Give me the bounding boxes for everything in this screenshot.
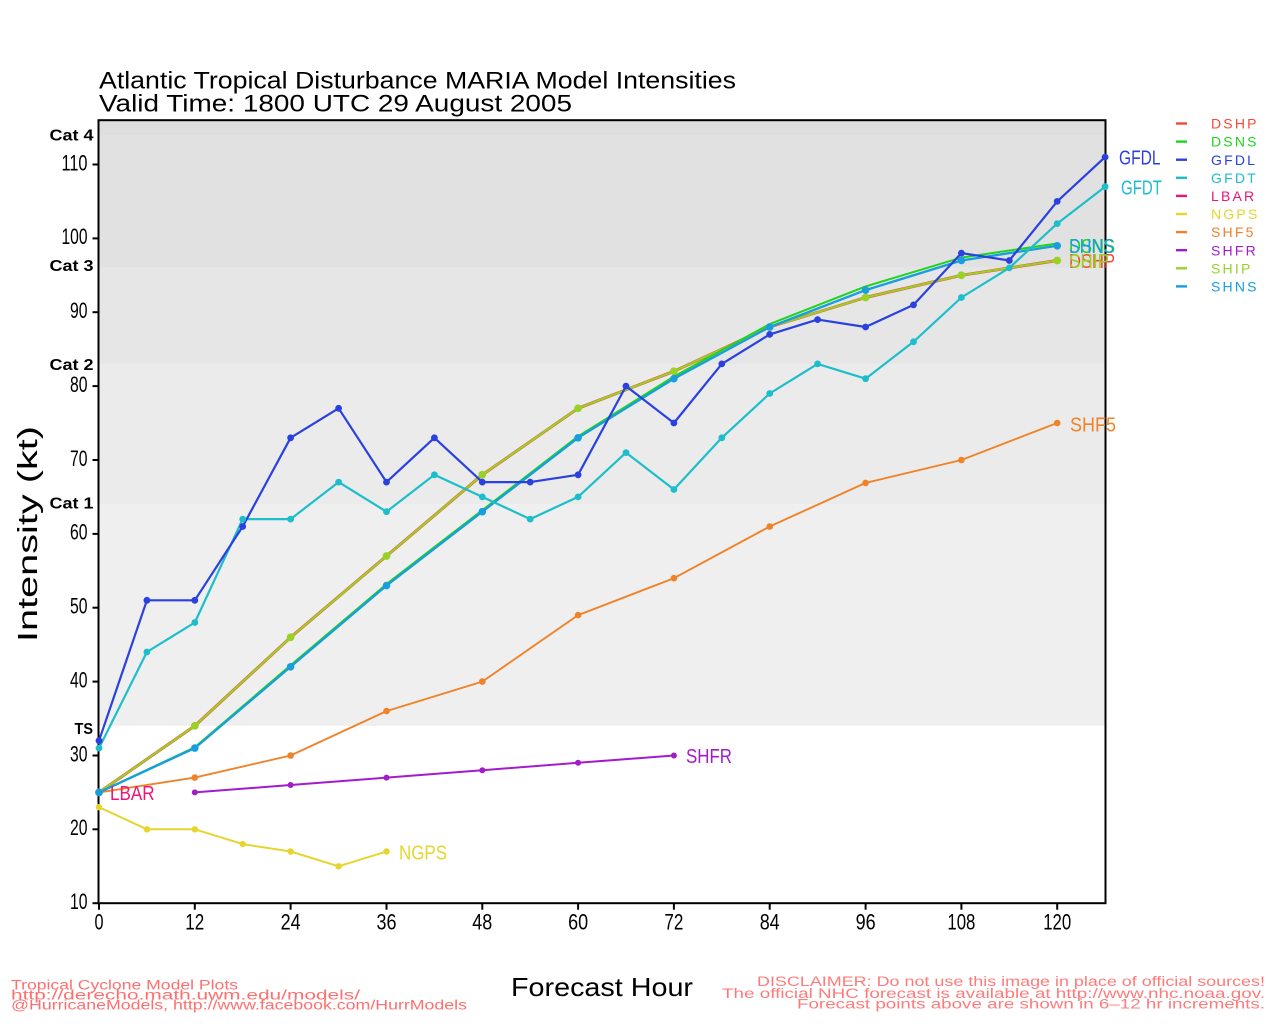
svg-text:SHFR: SHFR bbox=[1211, 242, 1258, 258]
svg-text:GFDT: GFDT bbox=[1211, 170, 1258, 186]
svg-text:NGPS: NGPS bbox=[1211, 206, 1259, 222]
svg-text:GFDL: GFDL bbox=[1119, 148, 1161, 170]
svg-text:Atlantic Tropical Disturbance: Atlantic Tropical Disturbance MARIA Mode… bbox=[99, 68, 736, 95]
svg-text:60: 60 bbox=[70, 520, 88, 545]
svg-text:LBAR: LBAR bbox=[110, 783, 155, 805]
svg-text:LBAR: LBAR bbox=[1211, 188, 1256, 204]
svg-text:90: 90 bbox=[70, 298, 88, 323]
svg-text:@HurricaneModels, http://www.f: @HurricaneModels, http://www.facebook.co… bbox=[11, 997, 467, 1012]
svg-text:SHF5: SHF5 bbox=[1211, 224, 1256, 240]
svg-text:SHIP: SHIP bbox=[1211, 260, 1252, 276]
svg-text:30: 30 bbox=[70, 741, 88, 766]
svg-text:Forecast points above are show: Forecast points above are shown in 6–12 … bbox=[797, 997, 1265, 1012]
svg-text:24: 24 bbox=[281, 910, 301, 935]
svg-text:DSNS: DSNS bbox=[1069, 236, 1115, 258]
svg-text:Tropical Cyclone Model Plots: Tropical Cyclone Model Plots bbox=[11, 977, 238, 992]
svg-text:80: 80 bbox=[70, 372, 88, 397]
svg-text:40: 40 bbox=[70, 667, 88, 692]
svg-text:108: 108 bbox=[947, 910, 975, 935]
svg-text:110: 110 bbox=[62, 150, 88, 175]
svg-text:Cat 1: Cat 1 bbox=[50, 495, 94, 512]
svg-text:Cat 4: Cat 4 bbox=[50, 128, 94, 145]
svg-text:Intensity (kt): Intensity (kt) bbox=[12, 426, 43, 642]
svg-text:60: 60 bbox=[568, 910, 588, 935]
svg-text:0: 0 bbox=[95, 910, 104, 935]
svg-text:DSHP: DSHP bbox=[1211, 116, 1259, 132]
svg-text:DSNS: DSNS bbox=[1211, 134, 1259, 150]
svg-text:http://derecho.math.uwm.edu/mo: http://derecho.math.uwm.edu/models/ bbox=[11, 988, 360, 1003]
svg-text:SHNS: SHNS bbox=[1211, 279, 1259, 295]
svg-text:100: 100 bbox=[62, 224, 88, 249]
svg-text:Valid Time: 1800 UTC 29 August: Valid Time: 1800 UTC 29 August 2005 bbox=[99, 90, 572, 117]
svg-text:12: 12 bbox=[185, 910, 204, 935]
svg-text:10: 10 bbox=[70, 889, 88, 914]
svg-text:20: 20 bbox=[70, 815, 88, 840]
svg-text:50: 50 bbox=[70, 594, 88, 619]
svg-text:TS: TS bbox=[75, 721, 94, 738]
svg-text:DSHP: DSHP bbox=[1069, 251, 1115, 273]
svg-text:48: 48 bbox=[472, 910, 492, 935]
svg-text:GFDT: GFDT bbox=[1121, 177, 1162, 199]
svg-text:NGPS: NGPS bbox=[399, 842, 447, 864]
svg-text:The official NHC forecast is a: The official NHC forecast is available a… bbox=[722, 986, 1265, 1001]
svg-text:96: 96 bbox=[856, 910, 876, 935]
svg-text:SHNS: SHNS bbox=[1069, 236, 1114, 258]
svg-text:Cat 3: Cat 3 bbox=[50, 258, 94, 275]
svg-text:70: 70 bbox=[70, 446, 88, 471]
svg-text:GFDL: GFDL bbox=[1211, 152, 1257, 168]
svg-text:36: 36 bbox=[377, 910, 397, 935]
svg-text:SHIP: SHIP bbox=[1069, 251, 1109, 273]
svg-text:SHF5: SHF5 bbox=[1070, 414, 1116, 436]
svg-text:72: 72 bbox=[664, 910, 683, 935]
svg-text:Cat 2: Cat 2 bbox=[50, 357, 94, 374]
svg-text:84: 84 bbox=[760, 910, 780, 935]
svg-text:DISCLAIMER: Do not use this im: DISCLAIMER: Do not use this image in pla… bbox=[757, 974, 1265, 989]
svg-text:Forecast Hour: Forecast Hour bbox=[511, 972, 693, 1002]
svg-text:120: 120 bbox=[1043, 910, 1071, 935]
svg-text:SHFR: SHFR bbox=[686, 746, 732, 768]
